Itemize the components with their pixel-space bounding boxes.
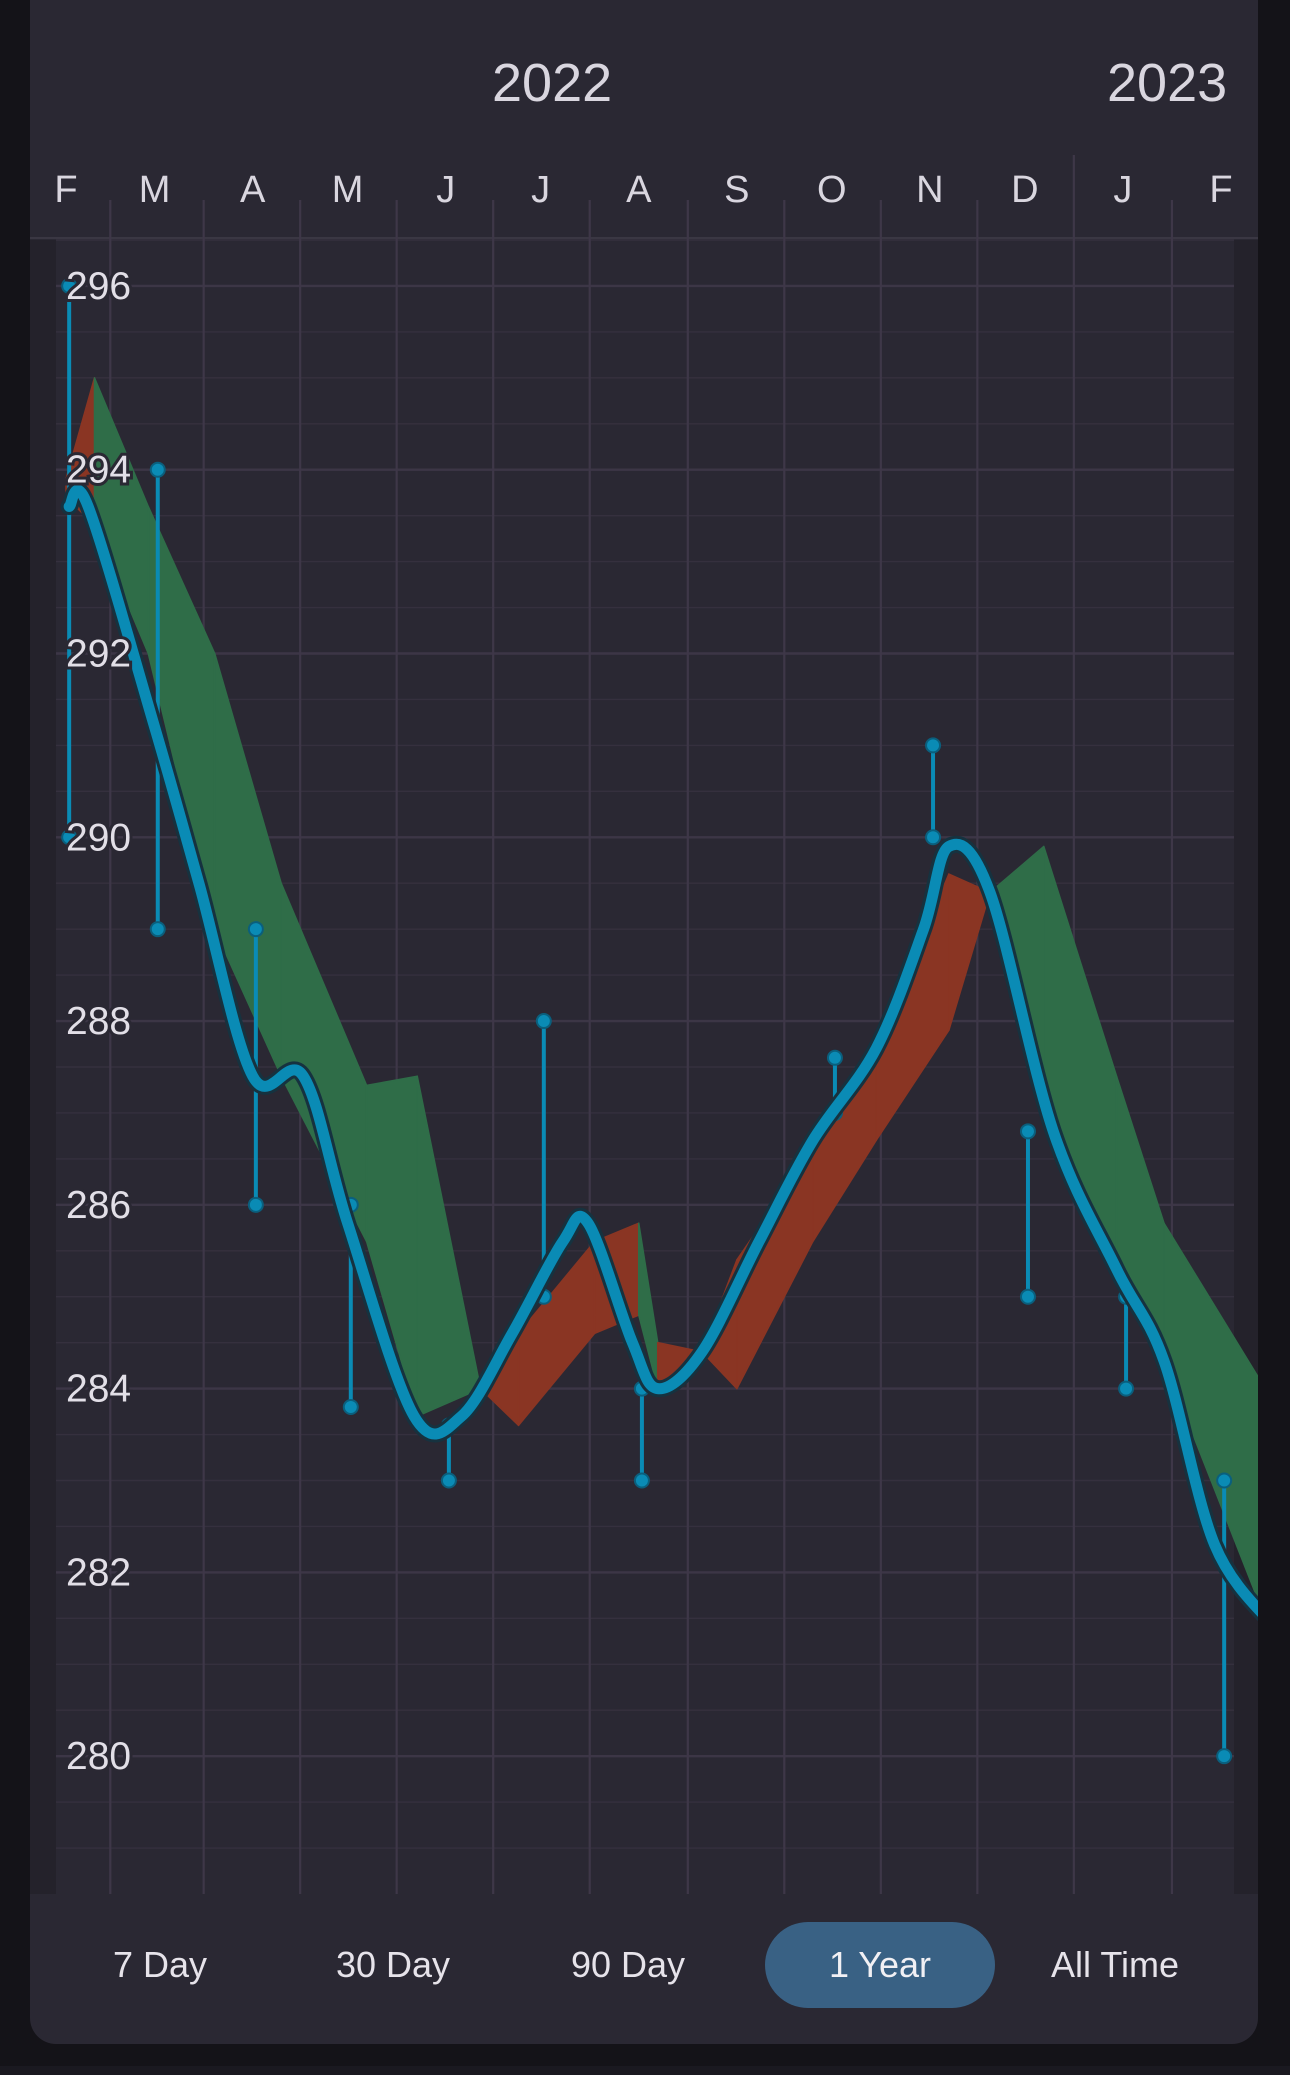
y-tick-label: 280	[66, 1735, 131, 1778]
y-tick-label: 294	[66, 449, 131, 492]
range-high-point	[1019, 1123, 1036, 1140]
range-high-point	[826, 1049, 843, 1066]
x-tick-label: N	[916, 169, 943, 211]
weight-chart-card: F M A M J J A S O N D J F 280 282 284 286 288 290 292 294 296…	[30, 0, 1258, 2044]
band-group	[65, 377, 1258, 1602]
trend-line	[63, 484, 1258, 1617]
range-1-year-button[interactable]: 1 Year	[765, 1922, 995, 2008]
range-low-point	[1118, 1380, 1135, 1397]
y-tick-label: 288	[66, 1000, 131, 1043]
gain-band-segment	[416, 1075, 482, 1417]
loss-band-segment	[948, 873, 991, 1031]
x-tick-label: J	[436, 169, 455, 211]
gain-band-segment	[1163, 1222, 1258, 1602]
x-tick-label: M	[139, 169, 171, 211]
loss-band-segment	[517, 1240, 596, 1427]
x-tick-label: S	[724, 169, 749, 211]
y-tick-label: 284	[66, 1368, 131, 1411]
range-7-day-button[interactable]: 7 Day	[112, 1944, 208, 1985]
range-low-point	[149, 921, 166, 938]
range-high-point	[535, 1013, 552, 1030]
x-tick-label: A	[240, 169, 266, 211]
range-all-time-button[interactable]: All Time	[1050, 1944, 1180, 1985]
range-low-point	[633, 1472, 650, 1489]
range-low-point	[342, 1398, 359, 1415]
year-label-2023: 2023	[1107, 53, 1228, 113]
x-tick-label: F	[1209, 169, 1232, 211]
range-30-day-button[interactable]: 30 Day	[335, 1944, 451, 1985]
time-range-selector: 7 Day 30 Day 90 Day 1 Year All Time	[30, 1896, 1258, 2044]
x-tick-label: F	[54, 169, 77, 211]
range-high-point	[1216, 1472, 1233, 1489]
x-tick-label: J	[531, 169, 550, 211]
y-tick-label: 296	[66, 265, 131, 308]
x-tick-label: A	[626, 169, 652, 211]
left-edge-shade	[30, 240, 56, 1894]
x-tick-label: O	[817, 169, 847, 211]
right-edge-shade	[1234, 240, 1258, 1894]
y-tick-label: 282	[66, 1551, 131, 1594]
range-high-point	[149, 461, 166, 478]
range-low-point	[925, 829, 942, 846]
range-90-day-button[interactable]: 90 Day	[570, 1944, 686, 1985]
x-tick-label: M	[332, 169, 364, 211]
range-high-point	[247, 921, 264, 938]
range-low-point	[1019, 1288, 1036, 1305]
range-low-point	[1216, 1748, 1233, 1765]
y-tick-label: 290	[66, 816, 131, 859]
range-low-point	[440, 1472, 457, 1489]
y-tick-label: 292	[66, 633, 131, 676]
range-high-point	[61, 277, 78, 294]
year-label-2022: 2022	[492, 53, 613, 113]
range-low-point	[247, 1196, 264, 1213]
x-tick-label: J	[1113, 169, 1132, 211]
range-low-point	[61, 829, 78, 846]
x-tick-label: D	[1011, 169, 1038, 211]
bottom-edge	[0, 2066, 1290, 2075]
y-tick-label: 286	[66, 1184, 131, 1227]
weight-trend-chart: F M A M J J A S O N D J F 280 282 284 286 288 290 292 294 296	[30, 155, 1258, 1894]
range-high-point	[925, 737, 942, 754]
